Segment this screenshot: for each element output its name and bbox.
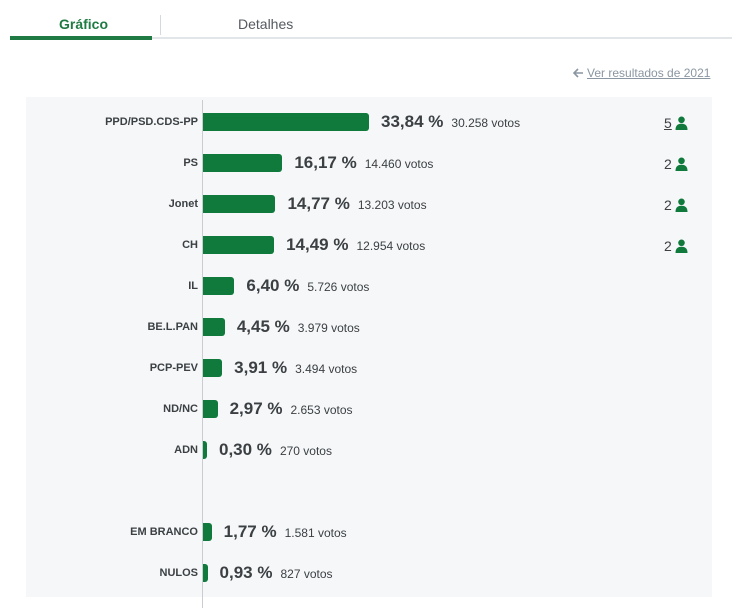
chart-row: PS 16,17 % 14.460 votos 2 [0, 149, 732, 179]
percentage-label: 1,77 % [223, 522, 277, 541]
bar [203, 195, 276, 213]
bar [203, 113, 369, 131]
chart-row: EM BRANCO 1,77 % 1.581 votos [0, 518, 732, 548]
person-icon [675, 116, 688, 133]
data-label: 0,93 % 827 votos [220, 562, 333, 585]
percentage-label: 33,84 % [381, 112, 444, 131]
data-label: 16,17 % 14.460 votos [294, 152, 433, 175]
percentage-label: 14,49 % [286, 235, 349, 254]
votes-label: 13.203 votos [357, 198, 427, 212]
person-icon [675, 157, 688, 174]
data-label: 2,97 % 2.653 votos [230, 398, 353, 421]
chart-axis [202, 100, 203, 608]
tab-bar: Gráfico Detalhes [0, 0, 732, 42]
category-label: PPD/PSD.CDS-PP [105, 116, 198, 128]
bar [203, 154, 283, 172]
chart-row: BE.L.PAN 4,45 % 3.979 votos [0, 313, 732, 343]
votes-label: 12.954 votos [356, 239, 426, 253]
category-label: BE.L.PAN [147, 321, 198, 333]
category-label: ND/NC [163, 403, 198, 415]
seats-count: 2 [664, 197, 688, 215]
chart-row: CH 14,49 % 12.954 votos 2 [0, 231, 732, 261]
person-icon [675, 239, 688, 256]
percentage-label: 2,97 % [229, 399, 283, 418]
votes-label: 1.581 votos [284, 526, 347, 540]
chart-row: ND/NC 2,97 % 2.653 votos [0, 395, 732, 425]
votes-label: 30.258 votos [451, 116, 521, 130]
category-label: Jonet [168, 198, 198, 210]
data-label: 14,77 % 13.203 votos [287, 193, 426, 216]
percentage-label: 6,40 % [246, 276, 300, 295]
bar [203, 318, 225, 336]
data-label: 6,40 % 5.726 votos [246, 275, 369, 298]
bar [203, 523, 212, 541]
percentage-label: 0,30 % [219, 440, 272, 459]
category-label: IL [188, 280, 198, 292]
chart-row: PCP-PEV 3,91 % 3.494 votos [0, 354, 732, 384]
chart-row: Jonet 14,77 % 13.203 votos 2 [0, 190, 732, 220]
votes-label: 827 votos [280, 567, 333, 581]
votes-label: 5.726 votos [307, 280, 370, 294]
votes-label: 14.460 votos [364, 157, 434, 171]
previous-results-link[interactable]: Ver resultados de 2021 [572, 66, 711, 80]
data-label: 0,30 % 270 votos [219, 439, 332, 462]
arrow-left-icon [572, 66, 584, 80]
seats-count: 2 [664, 156, 688, 174]
bar [203, 277, 235, 295]
category-label: PCP-PEV [149, 362, 198, 374]
seats-count[interactable]: 5 [664, 115, 688, 133]
votes-label: 2.653 votos [290, 403, 353, 417]
seats-count: 2 [664, 238, 688, 256]
votes-label: 3.979 votos [297, 321, 360, 335]
seats-number: 2 [664, 197, 672, 213]
tab-baseline [10, 37, 732, 39]
results-chart-panel [26, 97, 712, 597]
percentage-label: 16,17 % [294, 153, 357, 172]
data-label: 4,45 % 3.979 votos [237, 316, 360, 339]
category-label: PS [183, 157, 198, 169]
bar [203, 441, 207, 459]
percentage-label: 3,91 % [234, 358, 288, 377]
data-label: 1,77 % 1.581 votos [224, 521, 347, 544]
chart-row: NULOS 0,93 % 827 votos [0, 559, 732, 589]
chart-row: ADN 0,30 % 270 votos [0, 436, 732, 466]
previous-results-label: Ver resultados de 2021 [587, 66, 711, 80]
category-label: NULOS [159, 567, 199, 579]
person-icon [675, 198, 688, 215]
data-label: 3,91 % 3.494 votos [234, 357, 357, 380]
tab-divider [160, 15, 161, 35]
tab-active-indicator [10, 36, 152, 40]
bar [203, 564, 208, 582]
percentage-label: 0,93 % [219, 563, 273, 582]
votes-label: 3.494 votos [295, 362, 358, 376]
chart-row: IL 6,40 % 5.726 votos [0, 272, 732, 302]
bar [203, 400, 218, 418]
category-label: CH [182, 239, 198, 251]
tab-chart[interactable]: Gráfico [59, 16, 109, 32]
percentage-label: 4,45 % [236, 317, 290, 336]
data-label: 33,84 % 30.258 votos [381, 111, 520, 134]
chart-row: PPD/PSD.CDS-PP 33,84 % 30.258 votos 5 [0, 108, 732, 138]
data-label: 14,49 % 12.954 votos [286, 234, 425, 257]
category-label: EM BRANCO [130, 526, 198, 538]
votes-label: 270 votos [279, 444, 332, 458]
tab-details[interactable]: Detalhes [238, 16, 294, 32]
seats-number: 5 [664, 115, 672, 131]
seats-number: 2 [664, 156, 672, 172]
percentage-label: 14,77 % [287, 194, 350, 213]
category-label: ADN [174, 444, 198, 456]
seats-number: 2 [664, 238, 672, 254]
bar [203, 236, 275, 254]
bar [203, 359, 223, 377]
